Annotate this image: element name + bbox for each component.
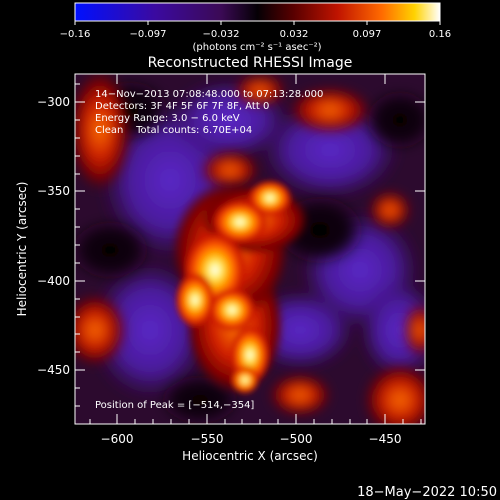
plot-title: Reconstructed RHESSI Image [148,55,353,71]
solar-image [75,74,425,424]
axis-ticks [75,74,425,424]
y-tick-label: −400 [37,274,70,288]
annotation-energy-range: Energy Range: 3.0 − 6.0 keV [95,113,240,124]
annotation-counts: Clean Total counts: 6.70E+04 [95,125,252,136]
plot-frame [74,73,426,425]
x-axis-label: Heliocentric X (arcsec) [182,449,318,463]
colorbar-tick-label: −0.097 [129,29,166,40]
x-tick-label: −450 [369,432,402,446]
colorbar-tick-label: −0.16 [60,29,91,40]
colorbar-tick-label: 0.16 [429,29,451,40]
colorbar [75,3,440,21]
y-tick-label: −450 [37,363,70,377]
colorbar-unit-label: (photons cm⁻² s⁻¹ asec⁻²) [192,42,321,53]
colorbar-tick-label: 0.032 [280,29,309,40]
footer-timestamp: 18−May−2022 10:50 [357,485,497,500]
y-tick-label: −300 [37,95,70,109]
annotation-peak-position: Position of Peak = [−514,−354] [95,400,254,411]
colorbar-tick-label: −0.032 [202,29,239,40]
annotation-detectors: Detectors: 3F 4F 5F 6F 7F 8F, Att 0 [95,101,269,112]
x-tick-label: −550 [191,432,224,446]
x-tick-label: −600 [101,432,134,446]
y-tick-label: −350 [37,184,70,198]
annotation-time-range: 14−Nov−2013 07:08:48.000 to 07:13:28.000 [95,89,323,100]
colorbar-ticks [74,21,441,25]
x-tick-label: −500 [280,432,313,446]
colorbar-tick-label: 0.097 [353,29,382,40]
y-axis-label: Heliocentric Y (arcsec) [15,182,29,317]
